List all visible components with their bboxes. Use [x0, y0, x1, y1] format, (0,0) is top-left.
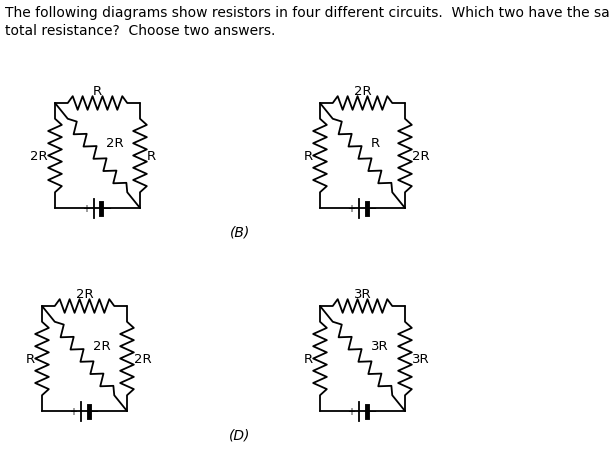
Text: −: −	[368, 406, 377, 416]
Text: R: R	[93, 85, 102, 98]
Text: The following diagrams show resistors in four different circuits.  Which two hav: The following diagrams show resistors in…	[5, 6, 609, 20]
Text: R: R	[147, 150, 156, 163]
Text: 2R: 2R	[134, 352, 152, 365]
Text: 3R: 3R	[412, 352, 429, 365]
Text: 2R: 2R	[106, 137, 124, 150]
Text: R: R	[304, 150, 313, 163]
Text: 2R: 2R	[30, 150, 48, 163]
Text: +: +	[347, 406, 355, 416]
Text: R: R	[26, 352, 35, 365]
Text: (B): (B)	[230, 225, 250, 239]
Text: 3R: 3R	[371, 339, 389, 352]
Text: −: −	[368, 204, 377, 213]
Text: 2R: 2R	[412, 150, 429, 163]
Text: −: −	[103, 204, 112, 213]
Text: 2R: 2R	[93, 339, 111, 352]
Text: 2R: 2R	[354, 85, 371, 98]
Text: R: R	[371, 137, 380, 150]
Text: total resistance?  Choose two answers.: total resistance? Choose two answers.	[5, 24, 275, 38]
Text: +: +	[69, 406, 77, 416]
Text: −: −	[90, 406, 99, 416]
Text: 2R: 2R	[76, 288, 93, 300]
Text: (D): (D)	[230, 428, 251, 442]
Text: R: R	[304, 352, 313, 365]
Text: 3R: 3R	[354, 288, 371, 300]
Text: +: +	[347, 204, 355, 213]
Text: +: +	[82, 204, 90, 213]
